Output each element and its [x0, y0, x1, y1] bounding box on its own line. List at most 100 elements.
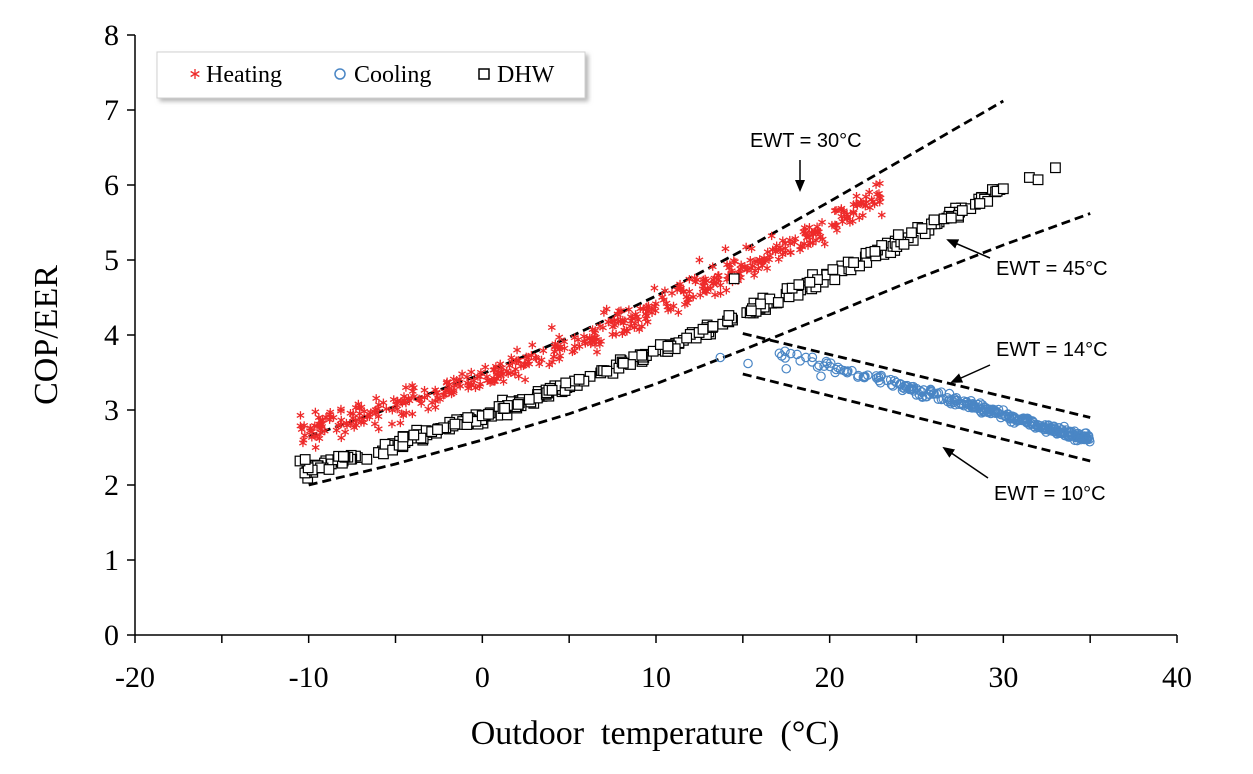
heating-point [781, 239, 790, 248]
cooling-point [911, 390, 922, 400]
annotation-label: EWT = 45°C [996, 258, 1108, 280]
cooling-point [898, 382, 908, 393]
heating-point [296, 411, 305, 420]
heating-point [830, 206, 839, 216]
heating-point [849, 207, 858, 217]
heating-point [399, 411, 408, 420]
heating-point [332, 426, 341, 435]
heating-point [855, 213, 864, 222]
heating-point [590, 333, 599, 342]
heating-point [585, 334, 594, 343]
dhw-point [636, 349, 648, 361]
series-cooling [715, 346, 1095, 447]
y-tick-label: 7 [104, 94, 119, 127]
legend-dhw-marker [478, 68, 490, 80]
dhw-point [560, 377, 572, 389]
heating-point [436, 395, 444, 404]
cooling-point [792, 349, 802, 360]
cooling-point [1043, 420, 1054, 430]
heating-point [818, 235, 827, 244]
cooling-point [774, 348, 785, 359]
heating-point [714, 275, 723, 284]
heating-point [593, 347, 601, 357]
legend: Heating Cooling DHW [156, 51, 586, 99]
heating-point [424, 404, 433, 414]
heating-point [496, 359, 505, 369]
heating-point [351, 416, 360, 425]
cooling-point [1073, 428, 1084, 439]
heating-point [482, 372, 491, 382]
dhw-point [745, 305, 757, 317]
dhw-point [1050, 162, 1061, 174]
heating-point [775, 243, 784, 252]
dhw-point [617, 357, 629, 369]
annotation-arrow [946, 239, 991, 259]
heating-point [827, 220, 836, 230]
cooling-point [825, 358, 836, 368]
heating-point [318, 416, 327, 425]
heating-point [614, 317, 623, 326]
cooling-point [902, 380, 912, 391]
heating-point [875, 197, 884, 207]
dhw-point [945, 212, 957, 224]
heating-point [398, 398, 407, 408]
heating-point [539, 346, 548, 355]
dhw-point [916, 223, 928, 234]
heating-point [374, 412, 383, 421]
x-tick-label: -20 [115, 661, 155, 694]
cooling-point [858, 372, 869, 382]
y-tick-label: 3 [104, 394, 119, 427]
axes: 0 1 2 3 4 5 6 7 8 -20 -10 0 10 20 30 40 [104, 19, 1192, 694]
y-tick-label: 1 [104, 544, 119, 577]
heating-point [633, 312, 641, 321]
heating-point [387, 419, 396, 429]
cooling-point [812, 362, 823, 372]
heating-point [467, 380, 476, 389]
heating-point [326, 407, 335, 417]
dhw-point [869, 245, 881, 257]
heating-point [382, 404, 391, 414]
cooling-point [1040, 420, 1051, 430]
heating-point [813, 227, 822, 237]
y-tick-label: 4 [104, 319, 119, 352]
heating-point [374, 424, 383, 434]
heating-point [818, 218, 827, 227]
dhw-point [483, 408, 494, 420]
heating-point [604, 317, 613, 327]
dhw-point [906, 227, 917, 239]
heating-point [730, 257, 739, 267]
heating-point [428, 398, 437, 407]
dhw-point [499, 402, 510, 414]
heating-point [708, 279, 717, 289]
heating-point [674, 282, 683, 291]
heating-point [405, 396, 414, 405]
x-axis-title: Outdoor temperature (°C) [471, 715, 840, 752]
cooling-point [1052, 426, 1062, 437]
heating-point [440, 390, 449, 399]
cooling-point [814, 360, 824, 371]
heating-point [808, 238, 817, 248]
heating-point [698, 284, 707, 294]
legend-item-heating: Heating [190, 62, 282, 88]
dhw-point [956, 205, 968, 216]
dhw-point [728, 273, 740, 285]
heating-point [370, 419, 379, 429]
dhw-point [361, 453, 373, 465]
y-tick-label: 8 [104, 19, 119, 52]
legend-heating-marker [190, 69, 200, 79]
heating-point [513, 345, 522, 355]
dhw-point [681, 332, 693, 344]
dhw-point [723, 310, 735, 321]
heating-point [651, 299, 660, 309]
heating-point [616, 306, 625, 315]
heating-point [575, 342, 584, 351]
dhw-point [1032, 174, 1044, 186]
cooling-point [918, 385, 929, 395]
cooling-point [816, 371, 826, 382]
dhw-point [647, 345, 659, 357]
heating-point [635, 325, 644, 334]
cooling-point [999, 410, 1010, 421]
heating-point [867, 195, 876, 204]
dhw-point [892, 229, 904, 241]
